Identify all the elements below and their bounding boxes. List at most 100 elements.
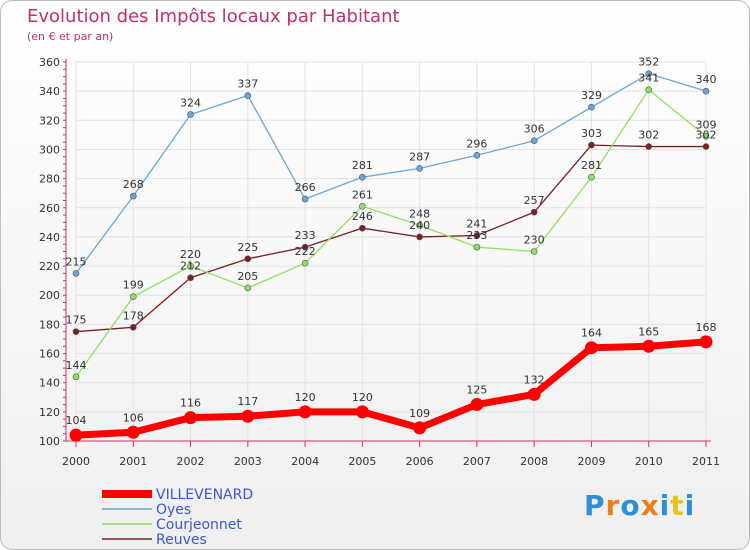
data-label: 109: [409, 407, 430, 420]
data-label: 164: [581, 327, 602, 340]
axes: 100 120 140 160 180 200 220 240 260 280 300 320 340 3…: [39, 56, 720, 468]
data-label: 281: [581, 159, 602, 172]
data-point: [129, 293, 137, 300]
series-line-reuves: [75, 144, 706, 333]
data-label: 168: [696, 321, 717, 334]
data-label: 220: [180, 248, 201, 261]
data-point: [416, 221, 423, 229]
legend-label: VILLEVENARD: [156, 487, 253, 503]
data-label: 225: [237, 241, 258, 254]
data-label: 268: [123, 178, 144, 191]
x-tick-label: 2002: [177, 455, 205, 468]
x-tick-label: 2000: [62, 455, 90, 468]
logo-letter: o: [620, 489, 641, 522]
y-tick-label: 260: [39, 202, 60, 215]
x-tick-label: 2005: [348, 455, 376, 468]
legend-label: Reuves: [156, 532, 207, 548]
data-point: [241, 409, 255, 423]
logo-letter: P: [584, 489, 606, 522]
data-label: 309: [696, 118, 717, 131]
data-point: [530, 248, 538, 255]
data-label: 178: [123, 309, 144, 322]
y-tick-label: 120: [39, 406, 60, 419]
y-tick-label: 280: [39, 173, 60, 186]
data-point: [588, 103, 595, 111]
data-point: [184, 411, 198, 425]
data-label: 120: [295, 391, 316, 404]
data-label: 352: [638, 56, 659, 69]
data-point: [187, 274, 194, 282]
data-point: [416, 165, 423, 172]
data-point: [244, 284, 252, 292]
data-point: [359, 203, 366, 210]
data-point: [359, 173, 366, 181]
data-point: [72, 328, 80, 335]
data-point: [473, 151, 481, 159]
data-point: [530, 137, 538, 145]
data-point: [298, 405, 312, 419]
data-point: [699, 335, 713, 349]
data-label: 241: [466, 217, 487, 230]
x-tick-label: 2004: [291, 455, 319, 468]
data-label: 205: [237, 270, 258, 283]
x-tick-label: 2006: [406, 455, 434, 468]
data-label: 222: [295, 245, 316, 258]
x-tick-label: 2007: [463, 455, 491, 468]
y-tick-label: 140: [39, 377, 60, 390]
data-label: 296: [466, 137, 487, 150]
data-point: [588, 173, 595, 181]
data-label: 261: [352, 188, 373, 201]
chart-title: Evolution des Impôts locaux par Habitant: [27, 6, 400, 27]
data-point: [244, 92, 252, 99]
data-point: [473, 243, 481, 251]
y-tick-label: 180: [39, 318, 60, 331]
series-layer: [69, 70, 713, 442]
data-point: [129, 323, 137, 331]
series-line-villevenard: [75, 338, 707, 439]
data-label: 215: [66, 255, 87, 268]
x-tick-label: 2003: [234, 455, 262, 468]
data-point: [413, 421, 427, 435]
y-tick-label: 160: [39, 348, 60, 361]
data-label: 266: [295, 181, 316, 194]
y-tick-label: 300: [39, 143, 60, 156]
data-label: 341: [638, 72, 659, 85]
data-point: [702, 133, 710, 140]
data-label: 233: [466, 229, 487, 242]
data-label: 246: [352, 210, 373, 223]
data-label: 302: [696, 129, 717, 142]
data-label: 287: [409, 150, 430, 163]
data-point: [702, 87, 710, 95]
series-line-oyes: [75, 73, 707, 274]
data-label: 281: [352, 159, 373, 172]
logo-letter: t: [670, 489, 685, 522]
data-label: 302: [638, 129, 659, 142]
data-label: 337: [237, 78, 258, 91]
data-label: 324: [180, 96, 201, 109]
data-label: 120: [352, 391, 373, 404]
data-label: 117: [237, 395, 258, 408]
y-tick-label: 320: [39, 114, 60, 127]
proxiti-logo: Proxiti: [584, 489, 695, 522]
data-label: 132: [524, 373, 545, 386]
data-label: 106: [123, 411, 144, 424]
data-label: 329: [581, 89, 602, 102]
data-point: [187, 262, 194, 270]
data-point: [642, 339, 656, 353]
y-tick-label: 340: [39, 85, 60, 98]
y-tick-label: 220: [39, 260, 60, 273]
legend-label: Oyes: [156, 502, 191, 518]
data-point: [645, 70, 653, 77]
data-point: [72, 373, 80, 381]
legend-label: Courjeonnet: [156, 517, 242, 533]
x-tick-label: 2001: [119, 455, 147, 468]
data-label: 303: [581, 127, 602, 140]
y-tick-label: 360: [39, 56, 60, 69]
grid-lines: [75, 61, 707, 442]
data-label: 230: [524, 234, 545, 247]
data-point: [416, 233, 423, 241]
data-label: 199: [123, 279, 144, 292]
